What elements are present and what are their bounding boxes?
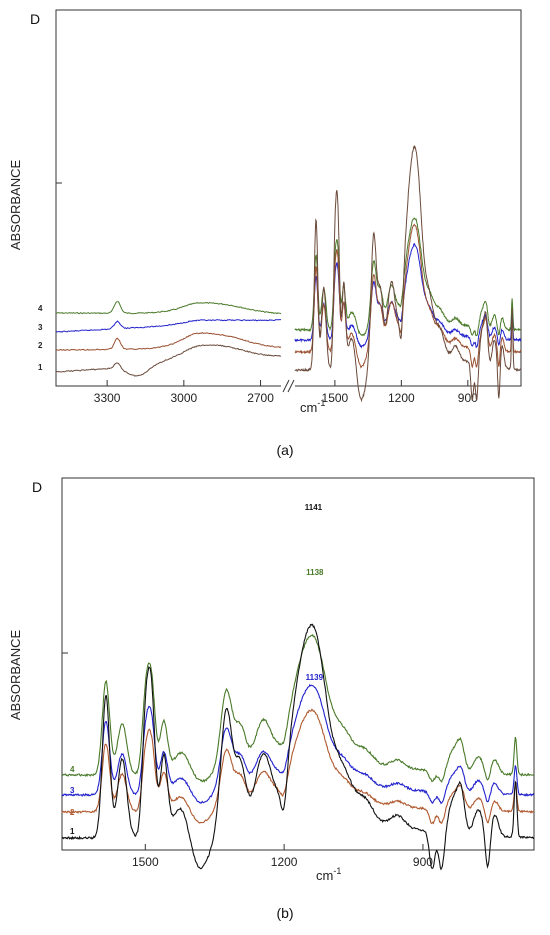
panel-a-curve-label: 2 bbox=[38, 341, 43, 350]
panel-b-curves bbox=[61, 623, 535, 871]
panel-b-curve-labels: 4 3 2 1 bbox=[70, 765, 75, 836]
panel-b-series bbox=[61, 708, 535, 825]
panel-a-curve-labels: 4 3 2 1 bbox=[38, 304, 43, 372]
panel-a-xtick-label: 3000 bbox=[170, 391, 197, 405]
panel-b-xlabel: cm-1 bbox=[316, 866, 341, 883]
panel-b-xlabel-base: cm bbox=[316, 868, 333, 883]
panel-a-frame bbox=[55, 9, 522, 387]
panel-b-series bbox=[61, 623, 535, 871]
panel-a-xtick-label: 1500 bbox=[322, 391, 349, 405]
panel-a-series-right bbox=[294, 217, 522, 337]
panel-a-xlabel-base: cm bbox=[300, 400, 317, 415]
panel-b-series bbox=[61, 634, 535, 783]
panel-b-series bbox=[61, 683, 535, 805]
panel-b-corner-label: D bbox=[32, 479, 42, 495]
panel-b-xtick-label: 1500 bbox=[132, 855, 159, 869]
panel-a-xlabel: cm-1 bbox=[300, 398, 325, 415]
panel-b-x-ticks: 1500 1200 900 bbox=[132, 844, 433, 869]
panel-b-xlabel-exp: -1 bbox=[333, 866, 341, 876]
panel-a-corner-label: D bbox=[30, 11, 40, 27]
panel-b-frame bbox=[61, 477, 535, 851]
panel-b-peak-annotation: 1138 bbox=[306, 568, 324, 577]
panel-b-peak-annotation: 1141 bbox=[305, 503, 323, 512]
panel-a-xtick-label: 2700 bbox=[247, 391, 274, 405]
panel-b-caption: (b) bbox=[276, 905, 293, 921]
panel-b-curve-label: 2 bbox=[70, 808, 75, 817]
panel-b-peak-annotation: 1139 bbox=[306, 673, 324, 682]
panel-b-ylabel: ABSORBANCE bbox=[8, 630, 23, 721]
panel-a-curve-label: 4 bbox=[38, 304, 43, 313]
panel-a-series-left bbox=[55, 301, 282, 315]
panel-a-caption: (a) bbox=[276, 442, 293, 458]
panel-a-chart: D ABSORBANCE 3300 3000 2700 1500 1200 900 4 3 2… bbox=[8, 9, 522, 458]
panel-a-curve-label: 1 bbox=[38, 363, 43, 372]
panel-a-ylabel: ABSORBANCE bbox=[8, 160, 23, 251]
panel-a-axis-break-mark bbox=[282, 379, 290, 393]
panel-a-curves bbox=[55, 145, 522, 403]
panel-a-series-left bbox=[55, 318, 282, 333]
panel-b-xtick-label: 1200 bbox=[271, 855, 298, 869]
panel-b-xtick-label: 900 bbox=[413, 855, 433, 869]
panel-a-curve-label: 3 bbox=[38, 323, 43, 332]
panel-a-xtick-label: 1200 bbox=[388, 391, 415, 405]
panel-a-series-right bbox=[294, 145, 522, 403]
panel-a-xtick-label: 900 bbox=[458, 391, 478, 405]
panel-a-xlabel-exp: -1 bbox=[317, 398, 325, 408]
panel-a-axis-break-mark bbox=[287, 379, 295, 393]
panel-a-series-left bbox=[55, 344, 281, 377]
panel-a-series-left bbox=[55, 331, 282, 351]
panel-a-axis-break-mask bbox=[281, 378, 295, 392]
panel-b-curve-label: 1 bbox=[70, 827, 75, 836]
panel-a-xtick-label: 3300 bbox=[94, 391, 121, 405]
panel-b-curve-label: 4 bbox=[70, 765, 75, 774]
panel-b-curve-label: 3 bbox=[70, 786, 75, 795]
panel-b-annotations: 1141 1138 1139 bbox=[305, 503, 324, 682]
